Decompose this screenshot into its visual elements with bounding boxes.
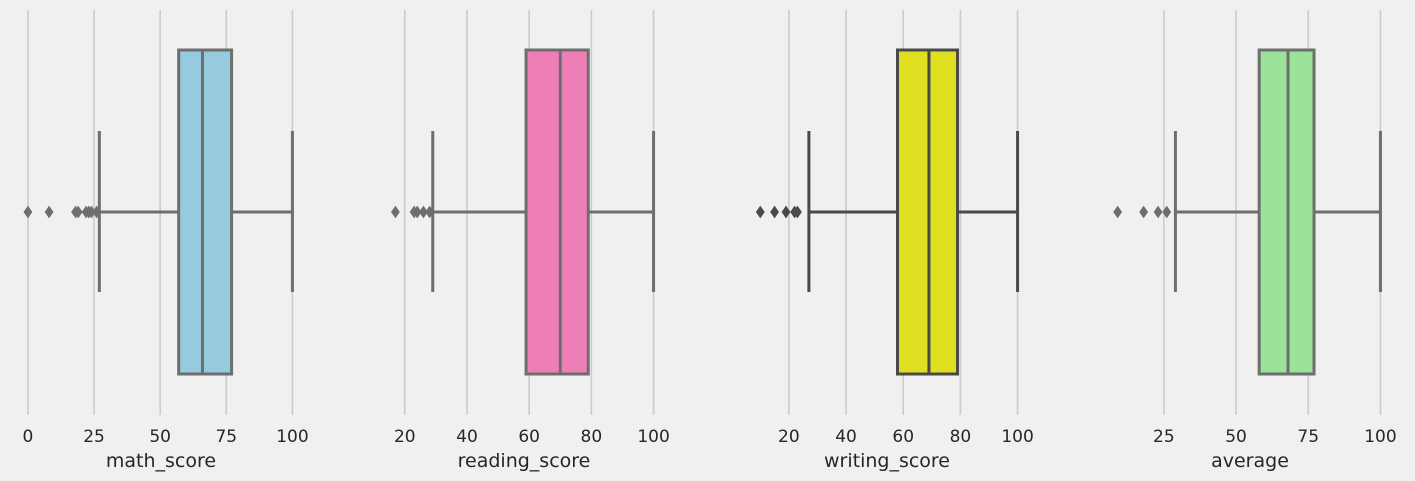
x-tick-label: 80 [581,427,603,447]
writing-score-outlier-point [755,205,765,219]
writing-score-outlier-point [770,205,779,219]
x-tick-label: 75 [215,427,237,447]
average-outlier-point [1139,205,1149,219]
axis-label-reading-score: reading_score [458,450,591,472]
math-score-outlier-point [44,205,54,219]
x-tick-label: 75 [1297,427,1319,447]
x-tick-label: 100 [276,427,308,447]
reading-score-outlier-point [391,205,400,219]
x-tick-label: 40 [456,427,478,447]
x-tick-label: 100 [637,427,669,447]
math-score-outlier-point [73,205,83,219]
x-tick-label: 80 [950,427,972,447]
reading-score-outlier-point [419,205,428,219]
panel-math-score: math_score 0 25 50 75 100 [23,10,309,472]
x-tick-label: 20 [778,427,800,447]
reading-score-box [524,48,590,376]
average-outlier-point [1113,205,1123,219]
x-tick-label: 100 [1001,427,1033,447]
panel-reading-score: reading_score 20 40 60 80 100 [391,10,670,472]
x-tick-label: 0 [23,427,34,447]
panel-average: average 25 50 75 100 [1113,10,1397,472]
x-tick-label: 60 [518,427,540,447]
x-tick-label: 25 [1153,427,1175,447]
x-tick-label: 100 [1364,427,1396,447]
math-score-outlier-point [92,205,102,219]
math-score-box [177,48,234,376]
average-outlier-point [1162,205,1172,219]
reading-score-outlier-point [412,205,422,219]
x-tick-label: 40 [835,427,857,447]
x-tick-label: 50 [149,427,171,447]
panel-writing-score: writing_score 20 40 60 80 100 [755,10,1034,472]
average-outlier-point [1153,205,1163,219]
x-tick-label: 60 [892,427,914,447]
axis-label-average: average [1211,450,1289,472]
x-tick-label: 20 [394,427,416,447]
axis-label-writing-score: writing_score [824,450,950,472]
writing-score-outlier-point [793,205,802,219]
x-tick-label: 25 [83,427,105,447]
axis-label-math-score: math_score [106,450,216,472]
math-score-outlier-point [23,205,33,219]
writing-score-outlier-point [781,205,791,219]
reading-score-outlier-point [425,205,435,219]
x-tick-label: 50 [1225,427,1247,447]
